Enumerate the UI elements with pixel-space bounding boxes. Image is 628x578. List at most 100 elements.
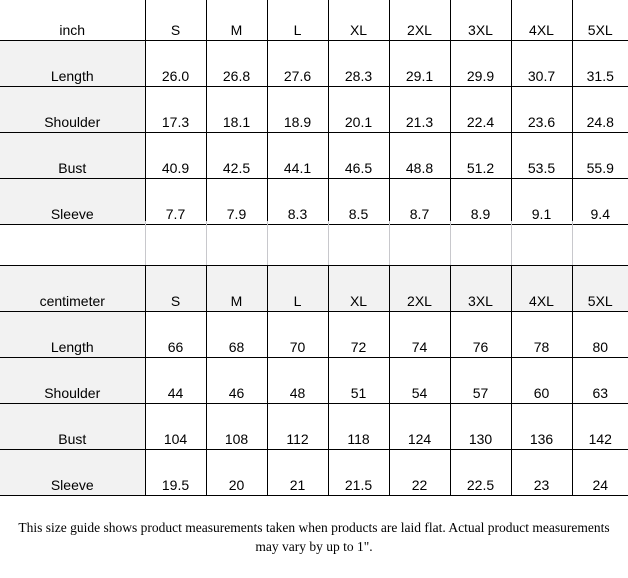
- size-header: 3XL: [449, 0, 511, 41]
- gridline: [267, 221, 268, 265]
- measurement-value: 51.2: [449, 132, 511, 179]
- measurement-value: 26.0: [144, 40, 206, 87]
- footnote-line-1: This size guide shows product measuremen…: [18, 520, 610, 535]
- measurement-label: Length: [0, 40, 145, 87]
- gridline: [572, 221, 573, 265]
- measurement-value: 7.7: [144, 178, 206, 225]
- unit-label: centimeter: [0, 265, 145, 312]
- size-header: S: [144, 265, 206, 312]
- measurement-value: 8.5: [327, 178, 389, 225]
- measurement-label: Sleeve: [0, 449, 145, 496]
- size-header: 2XL: [388, 265, 450, 312]
- size-header: 3XL: [449, 265, 511, 312]
- measurement-label: Bust: [0, 132, 145, 179]
- measurement-value: 118: [327, 403, 389, 450]
- measurement-value: 9.1: [510, 178, 572, 225]
- size-header: L: [266, 265, 328, 312]
- measurement-value: 112: [266, 403, 328, 450]
- measurement-value: 44.1: [266, 132, 328, 179]
- measurement-value: 55.9: [571, 132, 628, 179]
- measurement-value: 22.4: [449, 86, 511, 133]
- size-header: XL: [327, 0, 389, 41]
- table-row: Shoulder 17.3 18.1 18.9 20.1 21.3 22.4 23.6 24.8: [0, 86, 628, 133]
- measurement-value: 72: [327, 311, 389, 358]
- measurement-value: 80: [571, 311, 628, 358]
- measurement-value: 17.3: [144, 86, 206, 133]
- gridline: [328, 221, 329, 265]
- size-header: M: [205, 0, 267, 41]
- gridline: [145, 221, 146, 265]
- measurement-value: 142: [571, 403, 628, 450]
- measurement-value: 130: [449, 403, 511, 450]
- measurement-value: 21.3: [388, 86, 450, 133]
- size-header: L: [266, 0, 328, 41]
- measurement-value: 21.5: [327, 449, 389, 496]
- measurement-value: 51: [327, 357, 389, 404]
- size-header: 4XL: [510, 265, 572, 312]
- measurement-value: 24: [571, 449, 628, 496]
- measurement-value: 7.9: [205, 178, 267, 225]
- measurement-value: 108: [205, 403, 267, 450]
- measurement-value: 42.5: [205, 132, 267, 179]
- measurement-value: 20: [205, 449, 267, 496]
- measurement-value: 9.4: [571, 178, 628, 225]
- measurement-value: 22.5: [449, 449, 511, 496]
- measurement-value: 31.5: [571, 40, 628, 87]
- table-row: Sleeve 19.5 20 21 21.5 22 22.5 23 24: [0, 449, 628, 496]
- measurement-value: 8.7: [388, 178, 450, 225]
- measurement-value: 54: [388, 357, 450, 404]
- measurement-value: 48.8: [388, 132, 450, 179]
- table-row: Length 26.0 26.8 27.6 28.3 29.1 29.9 30.7 31.5: [0, 40, 628, 87]
- size-header: M: [205, 265, 267, 312]
- footnote: This size guide shows product measuremen…: [0, 518, 628, 556]
- measurement-value: 53.5: [510, 132, 572, 179]
- measurement-value: 29.1: [388, 40, 450, 87]
- measurement-value: 20.1: [327, 86, 389, 133]
- measurement-label: Sleeve: [0, 178, 145, 225]
- measurement-value: 46.5: [327, 132, 389, 179]
- measurement-value: 124: [388, 403, 450, 450]
- measurement-value: 19.5: [144, 449, 206, 496]
- measurement-value: 66: [144, 311, 206, 358]
- unit-label: inch: [0, 0, 145, 41]
- measurement-label: Shoulder: [0, 357, 145, 404]
- measurement-value: 24.8: [571, 86, 628, 133]
- measurement-value: 63: [571, 357, 628, 404]
- measurement-value: 60: [510, 357, 572, 404]
- inch-size-table: inch S M L XL 2XL 3XL 4XL 5XL Length 26.0 26.8 27.6 2…: [0, 0, 628, 225]
- measurement-value: 48: [266, 357, 328, 404]
- measurement-value: 78: [510, 311, 572, 358]
- measurement-value: 30.7: [510, 40, 572, 87]
- table-row: Shoulder 44 46 48 51 54 57 60 63: [0, 357, 628, 404]
- table-row: Length 66 68 70 72 74 76 78 80: [0, 311, 628, 358]
- measurement-value: 46: [205, 357, 267, 404]
- size-header: 2XL: [388, 0, 450, 41]
- measurement-value: 22: [388, 449, 450, 496]
- measurement-value: 27.6: [266, 40, 328, 87]
- measurement-value: 29.9: [449, 40, 511, 87]
- gridline: [389, 221, 390, 265]
- size-header: XL: [327, 265, 389, 312]
- header-row: centimeter S M L XL 2XL 3XL 4XL 5XL: [0, 265, 628, 312]
- measurement-value: 21: [266, 449, 328, 496]
- measurement-value: 70: [266, 311, 328, 358]
- measurement-value: 28.3: [327, 40, 389, 87]
- measurement-value: 57: [449, 357, 511, 404]
- measurement-value: 76: [449, 311, 511, 358]
- measurement-value: 104: [144, 403, 206, 450]
- measurement-value: 23.6: [510, 86, 572, 133]
- size-header: S: [144, 0, 206, 41]
- footnote-line-2: may vary by up to 1".: [255, 539, 373, 554]
- header-row: inch S M L XL 2XL 3XL 4XL 5XL: [0, 0, 628, 41]
- size-header: 5XL: [571, 0, 628, 41]
- measurement-value: 8.3: [266, 178, 328, 225]
- measurement-label: Shoulder: [0, 86, 145, 133]
- table-row: Bust 104 108 112 118 124 130 136 142: [0, 403, 628, 450]
- table-row: Sleeve 7.7 7.9 8.3 8.5 8.7 8.9 9.1 9.4: [0, 178, 628, 225]
- size-header: 4XL: [510, 0, 572, 41]
- measurement-value: 136: [510, 403, 572, 450]
- gridline: [450, 221, 451, 265]
- measurement-value: 18.9: [266, 86, 328, 133]
- centimeter-size-table: centimeter S M L XL 2XL 3XL 4XL 5XL Length 66 68 70 7…: [0, 265, 628, 496]
- measurement-value: 18.1: [205, 86, 267, 133]
